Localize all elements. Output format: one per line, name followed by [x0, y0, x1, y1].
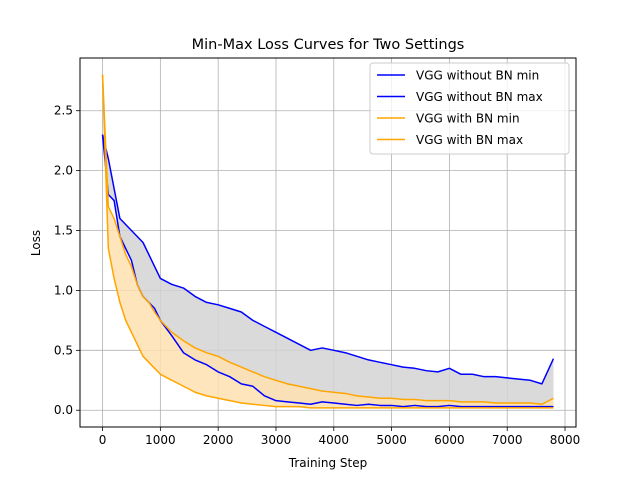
- legend-box: [369, 62, 570, 155]
- y-tick-label: 2.5: [54, 104, 73, 118]
- x-tick-label: 7000: [492, 433, 523, 447]
- legend-label: VGG without BN max: [416, 90, 543, 104]
- y-tick-label: 0.0: [54, 403, 73, 417]
- range-fills: [102, 74, 554, 408]
- series-lines: [101, 74, 555, 409]
- legend-label: VGG with BN min: [416, 112, 520, 126]
- y-tick-label: 2.0: [54, 164, 73, 178]
- x-tick-label: 5000: [376, 433, 407, 447]
- y-tick-label: 1.0: [54, 283, 73, 297]
- series-line-2: [101, 74, 554, 409]
- y-axis-ticks: 0.0 0.5 1.0 1.5 2.0 2.5: [54, 104, 80, 417]
- chart-title: Min-Max Loss Curves for Two Settings: [192, 37, 465, 53]
- x-tick-label: 1000: [145, 433, 176, 447]
- legend-label: VGG with BN max: [416, 133, 523, 147]
- x-tick-label: 3000: [261, 433, 292, 447]
- y-tick-label: 1.5: [54, 224, 73, 238]
- x-tick-label: 8000: [550, 433, 581, 447]
- x-tick-label: 4000: [319, 433, 350, 447]
- legend-label: VGG without BN min: [416, 69, 539, 83]
- legend: VGG without BN min VGG without BN max VGG …: [369, 62, 570, 155]
- y-axis-label: Loss: [29, 230, 43, 256]
- x-axis-ticks: 0 1000 2000 3000 4000 5000 6000 7000 8000: [99, 427, 581, 447]
- x-tick-label: 0: [99, 433, 107, 447]
- range-fill-0: [102, 134, 554, 407]
- y-tick-label: 0.5: [54, 343, 73, 357]
- x-axis-label: Training Step: [288, 456, 368, 470]
- x-tick-label: 6000: [434, 433, 465, 447]
- series-line-1: [101, 134, 555, 385]
- x-tick-label: 2000: [203, 433, 234, 447]
- plot-frame: [79, 57, 577, 428]
- series-line-3: [101, 74, 554, 405]
